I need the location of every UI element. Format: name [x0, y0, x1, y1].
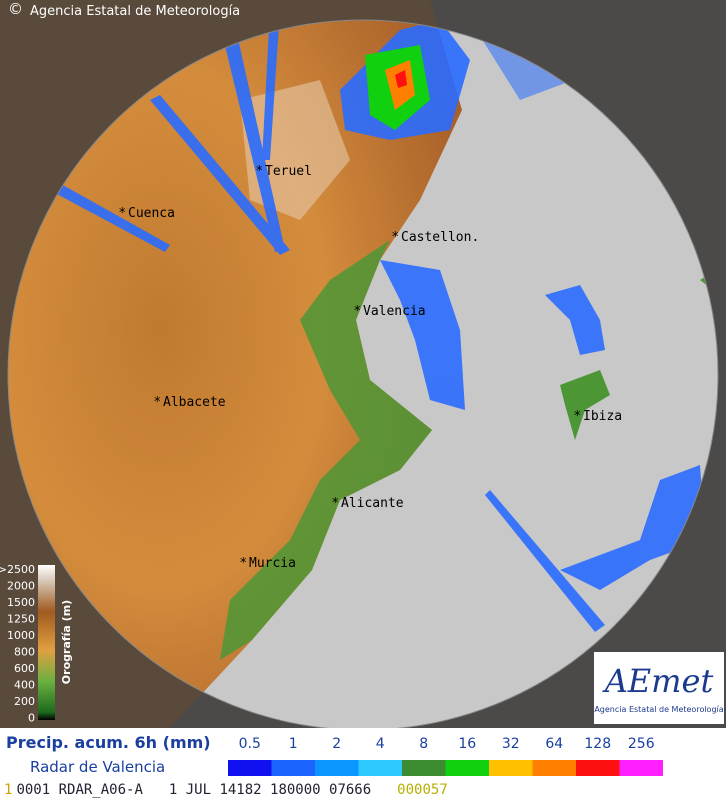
city-marker: * [392, 230, 399, 245]
legend-value: 128 [584, 736, 611, 752]
legend-value: 4 [376, 736, 385, 752]
legend-swatch [445, 760, 489, 776]
legend-swatch [271, 760, 315, 776]
footer-field: 1 [4, 782, 13, 798]
legend-value: 1 [289, 736, 298, 752]
legend-swatch [402, 760, 446, 776]
city-marker: * [354, 304, 361, 319]
copyright: © [8, 0, 23, 18]
city-label: Cuenca [128, 206, 175, 221]
legend-value: 0.5 [239, 736, 261, 752]
legend-swatch [619, 760, 663, 776]
city-label: Alicante [341, 496, 404, 511]
precip-legend: Precip. acum. 6h (mm) Radar de Valencia … [0, 728, 726, 780]
legend-swatch [228, 760, 272, 776]
city-label: Valencia [363, 304, 426, 319]
logo-box [594, 652, 724, 724]
orography-bar [38, 565, 55, 720]
city-marker: * [240, 556, 247, 571]
city-label: Castellon. [401, 230, 479, 245]
orography-tick: 0 [28, 712, 35, 725]
legend-title: Precip. acum. 6h (mm) [6, 733, 211, 752]
echo-128 [395, 70, 407, 88]
legend-swatch [532, 760, 576, 776]
legend-value: 32 [502, 736, 520, 752]
footer-field: 000057 [397, 782, 448, 798]
legend-value: 2 [332, 736, 341, 752]
legend-value: 64 [545, 736, 563, 752]
orography-tick: 1000 [7, 629, 35, 642]
logo-name: AEmet [602, 662, 714, 700]
orography-title: Orografía (m) [60, 600, 73, 684]
city-marker: * [119, 206, 126, 221]
status-footer: 1 0001 RDAR_A06-A 1 JUL 14182 180000 07666… [0, 780, 726, 800]
orography-tick: 1500 [7, 596, 35, 609]
legend-value: 256 [628, 736, 655, 752]
legend-value: 16 [458, 736, 476, 752]
city-marker: * [574, 409, 581, 424]
city-label: Murcia [249, 556, 296, 571]
logo-caption: Agencia Estatal de Meteorología [594, 705, 723, 714]
legend-swatch [576, 760, 620, 776]
city-label: Albacete [163, 395, 226, 410]
orography-tick: >2500 [0, 563, 35, 576]
orography-tick: 1250 [7, 613, 35, 626]
city-label: Teruel [265, 164, 312, 179]
city-labels: * Teruel* Cuenca* Castellon.* Valencia* Albac… [119, 164, 622, 571]
legend-subtitle: Radar de Valencia [30, 758, 165, 776]
footer-field: 0001 RDAR_A06-A [16, 782, 143, 798]
radar-map: * Teruel* Cuenca* Castellon.* Valencia* Albac… [0, 0, 726, 728]
legend-value: 8 [419, 736, 428, 752]
orography-tick: 2000 [7, 580, 35, 593]
land [8, 20, 462, 728]
radar-range [7, 19, 719, 728]
city-marker: * [332, 496, 339, 511]
orography-tick: 400 [14, 679, 35, 692]
legend-swatch [315, 760, 359, 776]
orography-tick: 200 [14, 695, 35, 708]
legend-swatch [358, 760, 402, 776]
footer-field: 1 JUL 14182 180000 07666 [168, 782, 372, 798]
orography-tick: 800 [14, 646, 35, 659]
orography-tick: 600 [14, 662, 35, 675]
legend-swatch [489, 760, 533, 776]
ibiza [560, 370, 610, 440]
coastal-lowland [220, 240, 432, 660]
city-label: Ibiza [583, 409, 622, 424]
city-marker: * [256, 164, 263, 179]
agency-name: Agencia Estatal de Meteorología [30, 4, 240, 19]
city-marker: * [154, 395, 161, 410]
